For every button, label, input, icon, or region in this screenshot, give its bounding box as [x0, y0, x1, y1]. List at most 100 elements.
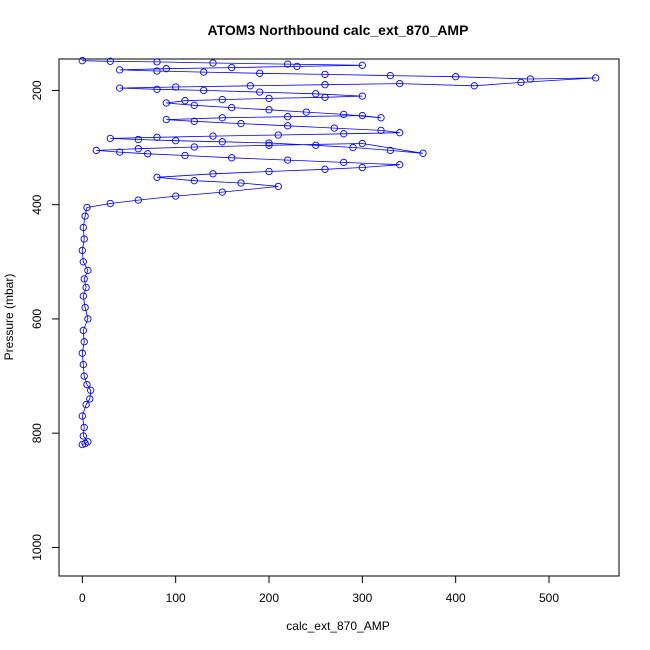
data-point — [302, 108, 310, 116]
data-point — [265, 167, 273, 176]
data-point — [293, 62, 301, 71]
data-point — [312, 141, 320, 149]
data-point — [86, 395, 94, 403]
data-point — [153, 58, 161, 66]
data-point — [87, 386, 95, 394]
data-point — [517, 78, 525, 87]
data-point — [83, 380, 91, 389]
y-axis: 200 400 600 800 1000 — [30, 80, 60, 561]
data-point — [330, 124, 338, 132]
data-point — [209, 132, 217, 140]
data-point — [396, 129, 404, 137]
data-point — [134, 135, 142, 144]
y-tick-label: 600 — [30, 309, 44, 329]
data-point — [162, 65, 170, 73]
data-point — [83, 203, 91, 212]
data-point — [377, 114, 385, 122]
data-point — [358, 61, 366, 69]
data-point — [340, 110, 348, 119]
data-point — [321, 70, 329, 79]
x-axis: 0 100 200 300 400 500 — [79, 575, 559, 605]
y-tick-label: 800 — [30, 423, 44, 443]
data-point — [153, 173, 161, 181]
data-point — [190, 143, 198, 151]
data-point — [80, 372, 88, 380]
x-tick-label: 500 — [539, 591, 559, 605]
data-point — [218, 114, 226, 122]
data-point — [92, 146, 100, 155]
data-point — [246, 82, 254, 90]
y-axis-label: Pressure (mbar) — [2, 274, 16, 361]
data-point — [265, 94, 273, 103]
data-point — [218, 95, 226, 104]
data-point — [386, 71, 394, 80]
data-point — [78, 412, 86, 420]
data-point — [358, 163, 366, 172]
data-point — [106, 57, 114, 65]
y-tick-label: 1000 — [30, 534, 44, 561]
data-point — [80, 423, 88, 432]
data-point — [256, 88, 264, 96]
data-point — [79, 258, 87, 266]
data-point — [265, 141, 273, 149]
data-point — [256, 69, 264, 77]
data-point — [78, 57, 86, 65]
data-point — [190, 117, 198, 125]
data-point — [237, 179, 245, 187]
data-point — [153, 85, 161, 93]
data-point — [116, 84, 124, 92]
x-tick-label: 400 — [446, 591, 466, 605]
data-point — [106, 134, 114, 143]
data-point — [228, 103, 236, 112]
data-point — [284, 122, 292, 130]
data-point — [82, 283, 90, 292]
data-point — [218, 138, 226, 146]
data-point — [340, 158, 348, 167]
data-point — [172, 192, 180, 200]
data-point — [172, 83, 180, 91]
data-point — [78, 246, 86, 255]
data-point — [134, 145, 142, 153]
data-point — [396, 161, 404, 169]
chart-title-group: ATOM3 Northbound calc_ext_870_AMP — [208, 22, 469, 38]
data-point — [274, 182, 282, 191]
data-point — [358, 92, 366, 100]
data-point — [181, 97, 189, 105]
data-point — [228, 63, 236, 72]
data-point — [349, 143, 357, 152]
data-point — [265, 139, 273, 147]
data-point — [321, 93, 329, 101]
data-point — [79, 326, 87, 335]
x-tick-label: 100 — [166, 591, 186, 605]
data-point — [419, 149, 427, 157]
plot-frame — [58, 58, 620, 577]
series-line — [81, 60, 596, 445]
data-point — [116, 66, 124, 74]
data-point — [592, 74, 600, 82]
data-point — [526, 75, 534, 83]
data-point — [144, 150, 152, 158]
x-tick-label: 0 — [79, 591, 86, 605]
data-point — [78, 349, 86, 357]
y-tick-label: 200 — [30, 80, 44, 100]
data-point — [284, 156, 292, 164]
data-point — [218, 188, 226, 196]
data-point — [84, 266, 92, 275]
data-point — [265, 106, 273, 114]
data-point — [321, 81, 329, 89]
data-point — [284, 60, 292, 68]
data-point — [84, 315, 92, 323]
x-axis-label: calc_ext_870_AMP — [286, 619, 389, 633]
data-point — [81, 303, 89, 312]
data-point — [190, 177, 198, 185]
data-point — [396, 79, 404, 88]
data-point — [312, 90, 320, 98]
data-point — [172, 137, 180, 145]
data-point — [284, 113, 292, 121]
data-point — [209, 170, 217, 178]
series-layer — [78, 57, 600, 449]
data-point — [134, 196, 142, 204]
data-point — [79, 223, 87, 232]
data-point — [200, 86, 208, 95]
